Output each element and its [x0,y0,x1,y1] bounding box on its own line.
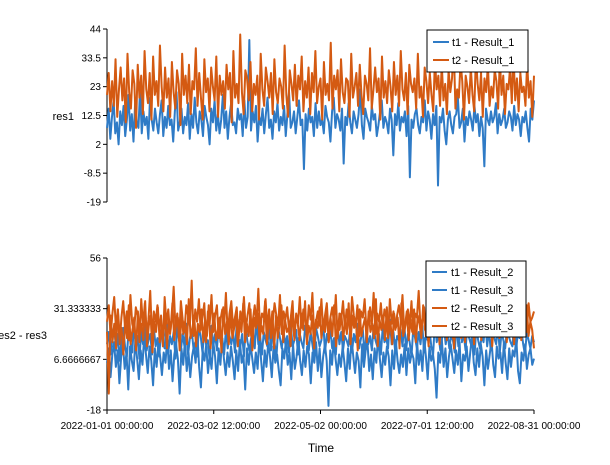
top-series-line-2 [106,33,535,129]
top-y-tick-label: 12.5 [82,111,102,122]
bottom-y-tick-label: 31.333333 [54,304,102,315]
top-y-tick-label: 23 [90,82,102,93]
top-legend: t1 - Result_1 t2 - Result_1 [426,29,529,73]
bottom-y-tick-label: -18 [87,406,102,417]
bottom-y-tick-label: 6.6666667 [54,355,102,366]
bottom-y-ticks: 56 31.333333 6.6666667 -18 [54,254,107,417]
bottom-y-tick-label: 56 [90,254,102,265]
bottom-x-tick-label: 2022-03-02 12:00:00 [167,421,260,432]
top-panel: res1 44 33.5 23 12.5 2 -8.5 -19 t1 - Result_1 … [53,25,535,209]
top-series-lines [106,33,535,187]
bottom-legend-label-3: t2 - Result_2 [451,303,513,315]
top-y-tick-label: 44 [90,25,102,36]
bottom-x-tick-label: 2022-07-01 12:00:00 [381,421,474,432]
bottom-panel: res2 - res3 56 31.333333 6.6666667 -18 2022… [0,254,581,456]
top-y-ticks: 44 33.5 23 12.5 2 -8.5 -19 [82,25,107,209]
x-axis-label: Time [308,441,335,455]
bottom-legend-label-1: t1 - Result_2 [451,267,513,279]
top-y-tick-label: 2 [95,140,101,151]
bottom-x-tick-label: 2022-01-01 00:00:00 [61,421,154,432]
bottom-legend-box [425,260,527,338]
top-y-axis-label: res1 [53,111,74,123]
bottom-legend-label-2: t1 - Result_3 [451,285,513,297]
top-legend-label-2: t2 - Result_1 [452,55,514,67]
top-y-tick-label: -8.5 [84,169,102,180]
bottom-x-tick-label: 2022-05-02 00:00:00 [274,421,367,432]
top-y-tick-label: 33.5 [82,53,102,64]
bottom-legend-label-4: t2 - Result_3 [451,321,513,333]
bottom-x-ticks: 2022-01-01 00:00:00 2022-03-02 12:00:00 20… [61,410,581,432]
bottom-legend: t1 - Result_2 t1 - Result_3 t2 - Result_… [425,260,527,338]
bottom-series-line-1 [106,333,535,407]
top-y-tick-label: -19 [87,198,102,209]
top-legend-box [426,29,529,73]
top-legend-label-1: t1 - Result_1 [452,37,514,49]
bottom-x-tick-label: 2022-08-31 00:00:00 [488,421,581,432]
bottom-y-axis-label: res2 - res3 [0,330,47,342]
